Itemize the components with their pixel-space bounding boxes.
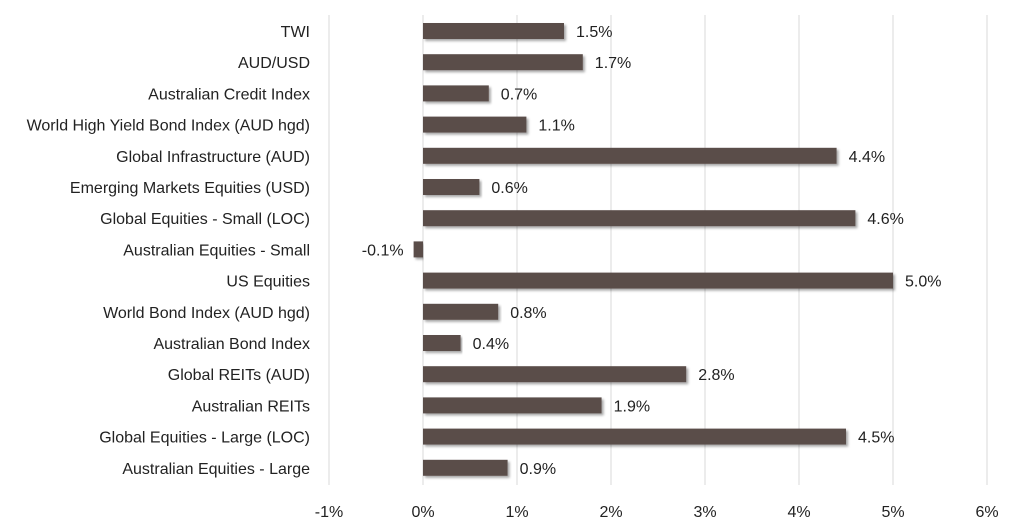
category-label: Australian REITs (192, 398, 310, 415)
value-labels: 1.5% 1.7% 0.7%1.1% 4.4% 0.6% 4.6% -0.1% 5.0% 0.8… (362, 24, 942, 478)
x-tick-label: 5% (881, 504, 904, 521)
bar (423, 335, 461, 351)
bar (413, 241, 423, 258)
bar (423, 179, 480, 195)
bar (423, 147, 837, 164)
category-label: AUD/USD (238, 55, 310, 72)
category-label: Australian Equities - Small (123, 242, 310, 259)
category-label: TWI (281, 24, 310, 41)
bar (423, 459, 508, 476)
x-tick-label: 4% (787, 504, 810, 521)
value-label: 1.9% (614, 398, 650, 415)
value-label: 5.0% (905, 274, 941, 291)
bar (423, 366, 687, 383)
value-label: 2.8% (698, 367, 734, 384)
value-label: 0.7% (501, 86, 537, 103)
bar (423, 397, 602, 414)
bar (423, 54, 583, 71)
value-label: 0.6% (491, 180, 527, 197)
category-label: Global REITs (AUD) (168, 367, 310, 384)
bar (423, 428, 846, 445)
category-label: World Bond Index (AUD hgd) (103, 305, 310, 322)
value-label: 4.4% (849, 149, 885, 166)
bar (423, 210, 856, 227)
category-label: US Equities (226, 274, 310, 291)
x-tick-label: 6% (975, 504, 998, 521)
bar (423, 85, 489, 102)
value-label: 0.9% (520, 461, 556, 478)
value-label: 4.6% (867, 211, 903, 228)
value-label: 0.8% (510, 305, 546, 322)
category-label: Global Infrastructure (AUD) (116, 149, 310, 166)
category-label: Australian Credit Index (148, 86, 310, 103)
bar (423, 23, 564, 39)
category-labels: TWI AUD/USD Australian Credit Index World H… (27, 24, 311, 478)
x-tick-label: 1% (505, 504, 528, 521)
value-label: 1.1% (538, 118, 574, 135)
value-label: -0.1% (362, 242, 404, 259)
x-tick-label: 2% (599, 504, 622, 521)
x-tick-label: 3% (693, 504, 716, 521)
category-label: Global Equities - Small (LOC) (100, 211, 310, 228)
bars (413, 23, 893, 476)
category-label: Australian Bond Index (153, 336, 310, 353)
x-axis-tick-labels: -1% 0% 1% 2% 3% 4% 5% 6% (315, 504, 999, 521)
x-tick-label: 0% (411, 504, 434, 521)
bar (423, 303, 499, 320)
bar (423, 116, 527, 133)
value-label: 0.4% (473, 336, 509, 353)
category-label: World High Yield Bond Index (AUD hgd) (27, 118, 310, 135)
value-label: 1.7% (595, 55, 631, 72)
category-label: Global Equities - Large (LOC) (99, 430, 310, 447)
value-label: 4.5% (858, 430, 894, 447)
value-label: 1.5% (576, 24, 612, 41)
category-label: Emerging Markets Equities (USD) (70, 180, 310, 197)
bar (423, 272, 893, 289)
category-label: Australian Equities - Large (122, 461, 310, 478)
x-tick-label: -1% (315, 504, 343, 521)
